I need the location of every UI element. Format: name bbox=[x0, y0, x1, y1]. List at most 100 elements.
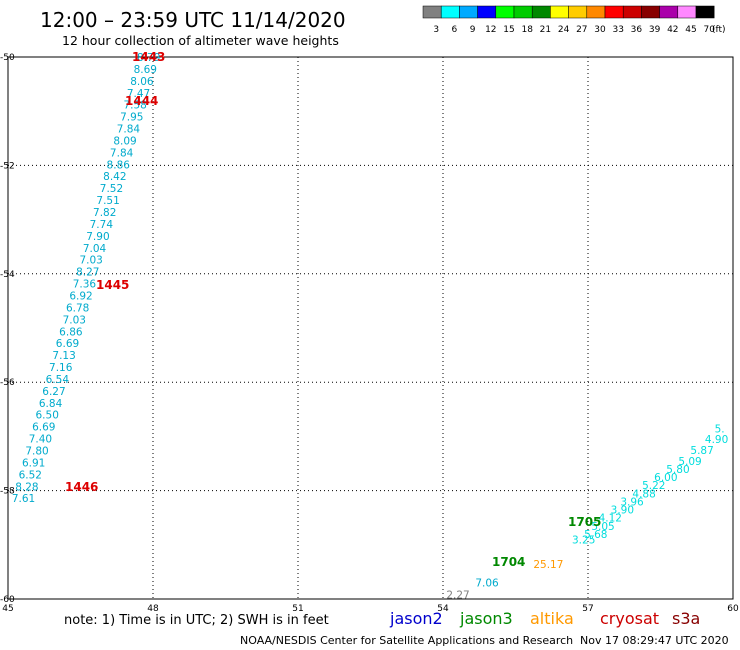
y-tick-label: -60 bbox=[0, 595, 15, 605]
colorbar-label: 45 bbox=[685, 25, 696, 35]
colorbar-swatch bbox=[422, 5, 442, 19]
legend-altika: altika bbox=[530, 609, 574, 628]
wave-height-point: 7.80 bbox=[25, 445, 48, 457]
wave-height-point: 6.78 bbox=[66, 302, 89, 314]
chart-title: 12:00 – 23:59 UTC 11/14/2020 bbox=[40, 8, 346, 32]
wave-height-point: 7.36 bbox=[73, 279, 97, 291]
colorbar-label: 6 bbox=[452, 25, 458, 35]
wave-height-point: 3.96 bbox=[620, 496, 644, 508]
colorbar-label: 27 bbox=[576, 25, 587, 35]
y-tick-label: -58 bbox=[0, 487, 15, 497]
wave-height-point: 6.00 bbox=[654, 472, 677, 484]
wave-height-point: 5.09 bbox=[678, 456, 701, 468]
colorbar-unit: (ft) bbox=[712, 25, 726, 35]
wave-height-point: 6.91 bbox=[22, 457, 45, 469]
colorbar-label: 9 bbox=[470, 25, 476, 35]
wave-height-point: 8.42 bbox=[103, 171, 126, 183]
colorbar-swatch bbox=[568, 5, 588, 19]
y-tick-label: -52 bbox=[0, 161, 15, 171]
footer-note: note: 1) Time is in UTC; 2) SWH is in fe… bbox=[64, 613, 329, 628]
colorbar-swatch bbox=[622, 5, 642, 19]
colorbar-label: 24 bbox=[558, 25, 570, 35]
wave-height-point: 7.82 bbox=[93, 207, 116, 219]
x-tick-label: 45 bbox=[2, 604, 13, 614]
wave-height-point: 7.03 bbox=[79, 255, 102, 267]
colorbar-swatch bbox=[677, 5, 697, 19]
time-label-1704: 1704 bbox=[492, 555, 525, 569]
wave-height-point: 7.03 bbox=[63, 314, 86, 326]
x-tick-label: 57 bbox=[582, 604, 593, 614]
wave-height-point: 8.09 bbox=[113, 135, 136, 147]
time-label-1445: 1445 bbox=[96, 278, 129, 292]
wave-height-point: 7.84 bbox=[117, 124, 141, 136]
x-tick-label: 51 bbox=[292, 604, 303, 614]
wave-height-point: 5.22 bbox=[642, 480, 665, 492]
wave-height-point: 6.84 bbox=[39, 398, 63, 410]
wave-height-point: 5.05 bbox=[591, 521, 614, 533]
colorbar-label: 18 bbox=[521, 25, 533, 35]
legend-jason3: jason3 bbox=[459, 609, 513, 628]
colorbar-swatch bbox=[641, 5, 660, 19]
wave-height-point: 3.25 bbox=[572, 534, 595, 546]
wave-height-point: 7.90 bbox=[86, 231, 109, 243]
colorbar-label: 30 bbox=[594, 25, 606, 35]
time-label-1705: 1705 bbox=[568, 515, 601, 529]
wave-height-point: 6.86 bbox=[59, 326, 83, 338]
colorbar-swatch bbox=[477, 5, 497, 19]
wave-height-point: 8.06 bbox=[130, 76, 154, 88]
wave-height-point: 7.13 bbox=[52, 350, 75, 362]
colorbar-swatch bbox=[495, 5, 515, 19]
colorbar-label: 42 bbox=[667, 25, 678, 35]
colorbar-label: 70 bbox=[703, 25, 715, 35]
wave-height-point: 5. bbox=[715, 423, 725, 435]
legend-jason2: jason2 bbox=[389, 609, 443, 628]
wave-height-point: 8.79 bbox=[137, 52, 160, 64]
y-tick-label: -50 bbox=[0, 53, 15, 63]
colorbar-swatch bbox=[459, 5, 478, 19]
wave-height-point: 8.69 bbox=[134, 64, 157, 76]
wave-height-point: 4.12 bbox=[599, 513, 622, 525]
legend-cryosat: cryosat bbox=[600, 609, 659, 628]
colorbar-swatch bbox=[586, 5, 606, 19]
color-scale-legend: 3 6 9 12 15 18 21 24 27 30 33 36 39 42 45 70 bbox=[422, 5, 715, 35]
colorbar-swatch bbox=[440, 5, 460, 19]
wave-height-point: 6.52 bbox=[19, 469, 42, 481]
wave-height-point: 6.92 bbox=[69, 290, 92, 302]
wave-height-point: 7.95 bbox=[120, 112, 143, 124]
time-label-1446: 1446 bbox=[65, 480, 98, 494]
colorbar-swatch bbox=[659, 5, 679, 19]
wave-height-point: 7.16 bbox=[49, 362, 73, 374]
time-label-1444: 1444 bbox=[125, 94, 158, 108]
colorbar-swatch bbox=[695, 5, 715, 19]
colorbar-swatch bbox=[513, 5, 533, 19]
legend-s3a: s3a bbox=[672, 609, 700, 628]
wave-height-point: 5.87 bbox=[690, 445, 713, 457]
wave-height-point: 4.90 bbox=[705, 434, 728, 446]
footer-credit: NOAA/NESDIS Center for Satellite Applica… bbox=[240, 634, 573, 647]
wave-height-point: 7.74 bbox=[90, 219, 114, 231]
wave-height-point: 3.90 bbox=[611, 505, 634, 517]
wave-height-point: 7.40 bbox=[29, 434, 52, 446]
wave-height-point: 6.54 bbox=[46, 374, 70, 386]
wave-height-points: 8.798.698.067.477.587.957.848.097.848.86… bbox=[12, 52, 728, 602]
colorbar-label: 39 bbox=[649, 25, 661, 35]
wave-height-point: 7.52 bbox=[100, 183, 123, 195]
axis-tick-labels: 45 48 51 54 57 60 -50 -52 -54 -56 -58 -60 bbox=[0, 53, 739, 614]
colorbar-swatch bbox=[550, 5, 569, 19]
colorbar-label: 3 bbox=[433, 25, 439, 35]
colorbar-swatch bbox=[604, 5, 624, 19]
wave-height-point: 7.84 bbox=[110, 147, 134, 159]
wave-height-point: 6.50 bbox=[36, 410, 59, 422]
y-tick-label: -54 bbox=[0, 270, 15, 280]
map-gridlines bbox=[7, 56, 734, 600]
wave-height-point: 7.04 bbox=[83, 243, 107, 255]
track-time-labels: 1443 1444 1445 1446 1705 1704 bbox=[65, 50, 601, 569]
colorbar-label: 33 bbox=[612, 25, 623, 35]
colorbar-swatch bbox=[531, 5, 551, 19]
wave-height-point: 7.47 bbox=[127, 88, 150, 100]
plot-frame bbox=[7, 56, 734, 600]
wave-height-point: 8.27 bbox=[76, 267, 99, 279]
wave-height-point: 8.28 bbox=[15, 481, 38, 493]
colorbar-label: 36 bbox=[631, 25, 643, 35]
